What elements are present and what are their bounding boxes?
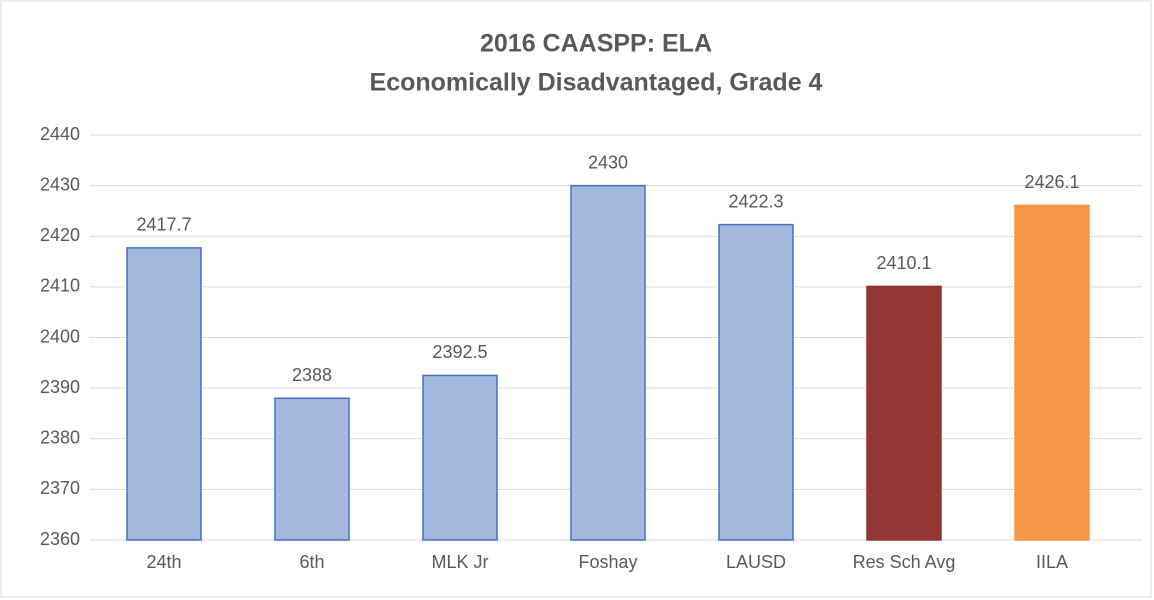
x-tick-label: 24th <box>146 552 181 572</box>
y-tick-label: 2360 <box>40 529 80 549</box>
data-label: 2417.7 <box>136 215 191 235</box>
x-tick-label: 6th <box>299 552 324 572</box>
data-label: 2426.1 <box>1024 172 1079 192</box>
y-tick-label: 2440 <box>40 124 80 144</box>
x-tick-label: LAUSD <box>726 552 786 572</box>
y-tick-label: 2390 <box>40 377 80 397</box>
bar <box>274 397 350 541</box>
y-tick-label: 2380 <box>40 428 80 448</box>
y-tick-label: 2430 <box>40 174 80 194</box>
x-tick-label: Res Sch Avg <box>853 552 956 572</box>
x-tick-label: IILA <box>1036 552 1068 572</box>
bar <box>718 223 794 541</box>
bar <box>570 184 646 541</box>
data-label: 2410.1 <box>876 253 931 273</box>
bar <box>1014 204 1090 541</box>
y-tick-label: 2420 <box>40 225 80 245</box>
y-tick-label: 2370 <box>40 478 80 498</box>
chart-subtitle: Economically Disadvantaged, Grade 4 <box>370 69 823 97</box>
x-tick-label: MLK Jr <box>431 552 488 572</box>
data-label: 2430 <box>588 152 628 172</box>
data-label: 2388 <box>292 365 332 385</box>
bar <box>866 285 942 541</box>
y-tick-label: 2400 <box>40 326 80 346</box>
bar <box>422 374 498 541</box>
chart-title: 2016 CAASPP: ELA <box>480 30 712 58</box>
data-label: 2422.3 <box>728 191 783 211</box>
data-label: 2392.5 <box>432 342 487 362</box>
y-tick-label: 2410 <box>40 276 80 296</box>
bar <box>126 247 202 541</box>
x-tick-label: Foshay <box>578 552 637 572</box>
